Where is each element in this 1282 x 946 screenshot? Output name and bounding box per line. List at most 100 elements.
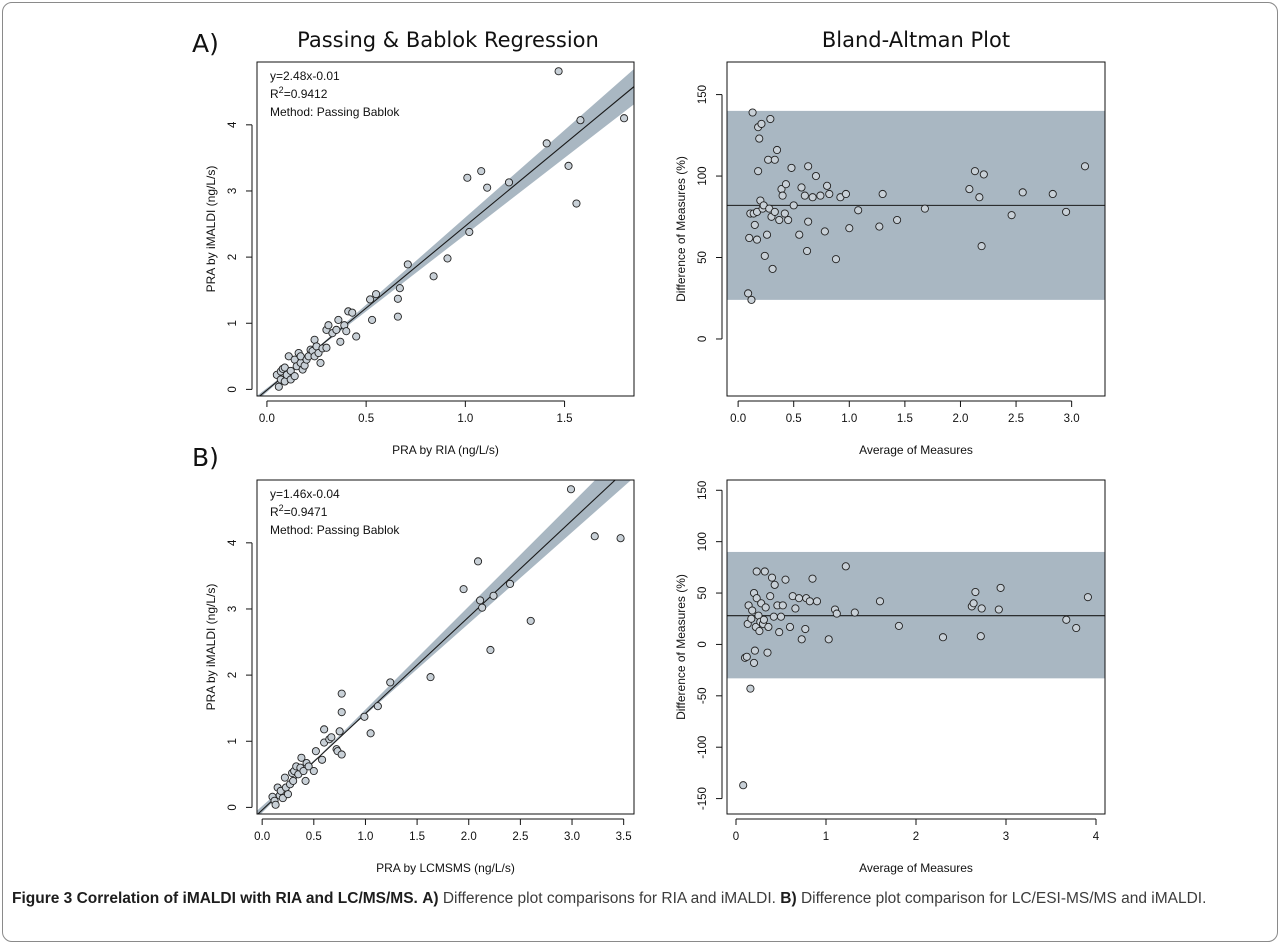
data-point	[762, 230, 772, 239]
data-point	[386, 678, 395, 687]
data-point	[763, 648, 772, 657]
data-point	[576, 116, 585, 125]
y-tick-label: 100	[697, 166, 709, 185]
data-point	[286, 366, 295, 375]
plot-border	[256, 479, 635, 815]
y-tick-label: 0	[227, 804, 239, 810]
data-point	[804, 162, 813, 171]
method-label: Method: Passing Bablok	[270, 105, 400, 119]
panel-label-a: A)	[192, 29, 219, 58]
y-tick-label: 0	[697, 336, 709, 342]
x-tick-label: 3.5	[616, 831, 632, 843]
data-point	[965, 185, 974, 194]
x-tick-label: 0	[733, 831, 739, 843]
data-point	[1072, 623, 1081, 633]
y-tick-label: 0	[697, 641, 709, 647]
data-point	[750, 646, 759, 655]
y-tick-label: 100	[697, 532, 709, 551]
r-squared: R2=0.9471	[270, 503, 328, 519]
caption-title: Figure 3 Correlation of iMALDI with RIA …	[12, 890, 418, 907]
data-point	[878, 189, 887, 199]
method-label: Method: Passing Bablok	[270, 523, 400, 537]
y-tick-label: -150	[697, 787, 709, 810]
data-point	[970, 167, 979, 176]
data-point	[802, 246, 812, 256]
data-point	[757, 119, 766, 128]
data-point	[372, 290, 381, 299]
data-point	[769, 612, 778, 621]
data-point	[969, 599, 978, 608]
y-tick-label: 1	[227, 320, 239, 326]
data-point	[360, 712, 369, 721]
x-tick-label: 1.5	[557, 413, 573, 425]
data-point	[767, 573, 777, 582]
data-point	[755, 627, 764, 636]
data-point	[747, 614, 756, 623]
data-point	[772, 145, 782, 155]
data-point	[366, 295, 375, 304]
x-tick-label: 3.0	[564, 831, 580, 843]
data-point	[875, 597, 885, 606]
plot-border	[256, 61, 635, 397]
data-point	[764, 155, 773, 164]
data-point	[894, 621, 903, 630]
data-point	[977, 604, 986, 613]
data-point	[1080, 162, 1090, 171]
y-tick-label: 3	[227, 606, 239, 612]
data-point	[781, 180, 790, 189]
data-point	[320, 725, 329, 734]
data-point	[301, 776, 310, 785]
data-point	[770, 580, 779, 589]
data-point	[366, 729, 375, 738]
data-point	[789, 201, 798, 210]
y-tick-label: 2	[227, 672, 239, 678]
data-point	[395, 284, 404, 293]
caption-a-label: A)	[422, 890, 439, 907]
data-point	[564, 161, 573, 170]
data-point	[784, 215, 793, 225]
data-point	[542, 139, 551, 148]
y-axis-label: Difference of Measures (%)	[674, 574, 688, 720]
y-tick-label: 50	[697, 251, 709, 264]
data-point	[310, 335, 319, 344]
data-point	[739, 781, 748, 790]
y-tick-label: 4	[227, 539, 239, 546]
data-point	[373, 702, 382, 711]
data-point	[759, 615, 768, 624]
data-point	[749, 658, 759, 667]
data-point	[335, 727, 344, 736]
data-point	[745, 233, 754, 243]
x-tick-label: 0.0	[259, 413, 275, 425]
panel-label-b: B)	[192, 443, 219, 472]
data-point	[977, 242, 986, 251]
x-tick-label: 0.5	[306, 831, 322, 843]
x-axis-label: PRA by RIA (ng/L/s)	[392, 443, 499, 457]
y-tick-label: 1	[227, 738, 239, 744]
y-tick-label: 50	[697, 587, 709, 600]
regression-equation: y=1.46x-0.04	[270, 487, 340, 501]
data-point	[824, 635, 833, 644]
data-point	[766, 114, 775, 124]
chart-A-bland-altman: 0.0 0.5 1.0 1.5 2.0 2.5 3.0 Average of Measures…	[674, 61, 1106, 457]
data-point	[994, 605, 1003, 614]
data-point	[352, 332, 361, 341]
data-point	[766, 592, 775, 601]
x-tick-label: 0.0	[254, 831, 270, 843]
x-tick-label: 2.5	[1008, 413, 1024, 425]
x-axis-label: Average of Measures	[859, 443, 973, 457]
data-point	[332, 325, 341, 334]
data-point	[804, 217, 813, 226]
data-point	[841, 562, 850, 571]
data-point	[770, 207, 779, 216]
data-point	[283, 790, 293, 799]
y-tick-label: 0	[227, 386, 239, 392]
data-point	[764, 622, 773, 632]
x-tick-label: 1	[823, 831, 829, 843]
data-point	[504, 178, 514, 187]
data-point	[845, 224, 854, 233]
data-point	[327, 733, 336, 742]
x-tick-label: 1.5	[409, 831, 425, 843]
data-point	[780, 209, 789, 218]
data-point	[1048, 189, 1057, 199]
data-point	[971, 587, 980, 597]
